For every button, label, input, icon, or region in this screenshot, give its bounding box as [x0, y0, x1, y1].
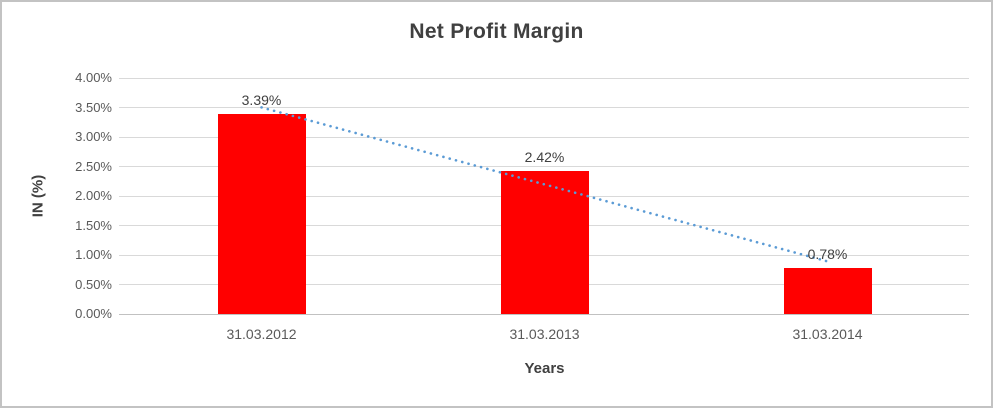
y-tick-label: 0.50%: [75, 276, 112, 292]
y-tick-label: 2.50%: [75, 158, 112, 174]
y-tick-label: 0.00%: [75, 306, 112, 321]
y-tick-label: 2.00%: [75, 188, 112, 203]
y-tick-label: 4.00%: [75, 70, 112, 85]
gridline: [119, 77, 969, 79]
bar: [217, 113, 306, 314]
bar: [500, 171, 589, 314]
data-label: 3.39%: [241, 91, 282, 108]
x-tick-label: 31.03.2012: [226, 326, 297, 342]
x-axis-line: [119, 313, 969, 315]
bar: [783, 267, 872, 314]
x-tick-label: 31.03.2014: [792, 326, 863, 342]
y-tick-label: 1.50%: [75, 217, 112, 233]
x-axis-title: Years: [524, 360, 565, 377]
x-tick-label: 31.03.2013: [509, 326, 580, 342]
y-tick-label: 3.50%: [75, 99, 112, 115]
data-label: 0.78%: [807, 245, 848, 262]
data-label: 2.42%: [524, 149, 565, 166]
chart-title: Net Profit Margin: [409, 20, 584, 43]
y-tick-label: 3.00%: [75, 129, 112, 144]
y-tick-label: 1.00%: [75, 247, 112, 262]
